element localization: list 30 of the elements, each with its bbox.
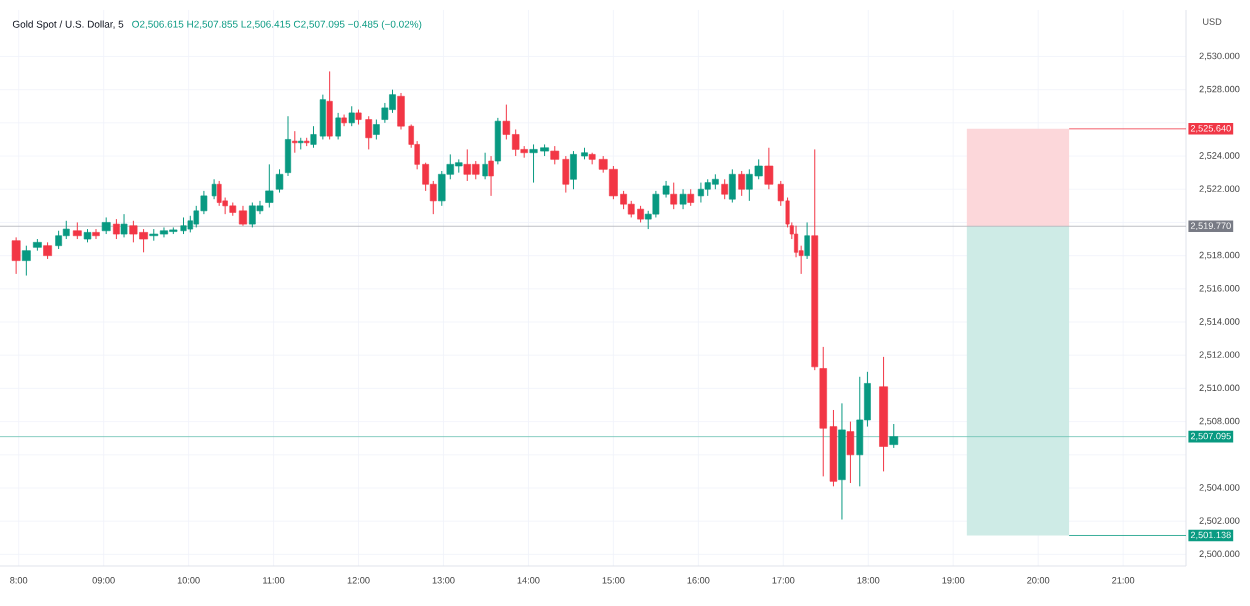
candlestick — [728, 168, 736, 204]
candlestick — [21, 245, 31, 277]
candlestick — [326, 70, 333, 140]
candlestick — [113, 218, 120, 240]
candlestick — [721, 178, 729, 200]
candlestick — [248, 202, 256, 228]
candlestick — [335, 112, 341, 140]
candlestick — [373, 119, 380, 140]
candlestick — [738, 170, 746, 197]
candlestick — [292, 130, 298, 154]
candlestick — [348, 105, 355, 127]
candlestick — [216, 180, 222, 207]
candlestick — [438, 170, 446, 207]
candlestick — [488, 155, 494, 197]
candlestick — [265, 163, 274, 208]
candlestick — [55, 230, 62, 250]
candlestick — [570, 150, 577, 190]
candlestick — [856, 376, 864, 487]
candlestick — [804, 221, 810, 260]
candlestick — [62, 220, 70, 240]
candlestick — [889, 423, 899, 449]
candlestick — [697, 182, 704, 204]
candlestick — [92, 228, 100, 240]
candlestick — [846, 421, 855, 484]
candlestick — [11, 236, 21, 275]
candlestick — [482, 152, 488, 180]
candlestick — [679, 188, 687, 210]
candlestick — [120, 213, 128, 238]
candlestick — [670, 182, 678, 210]
candlestick — [494, 117, 501, 165]
